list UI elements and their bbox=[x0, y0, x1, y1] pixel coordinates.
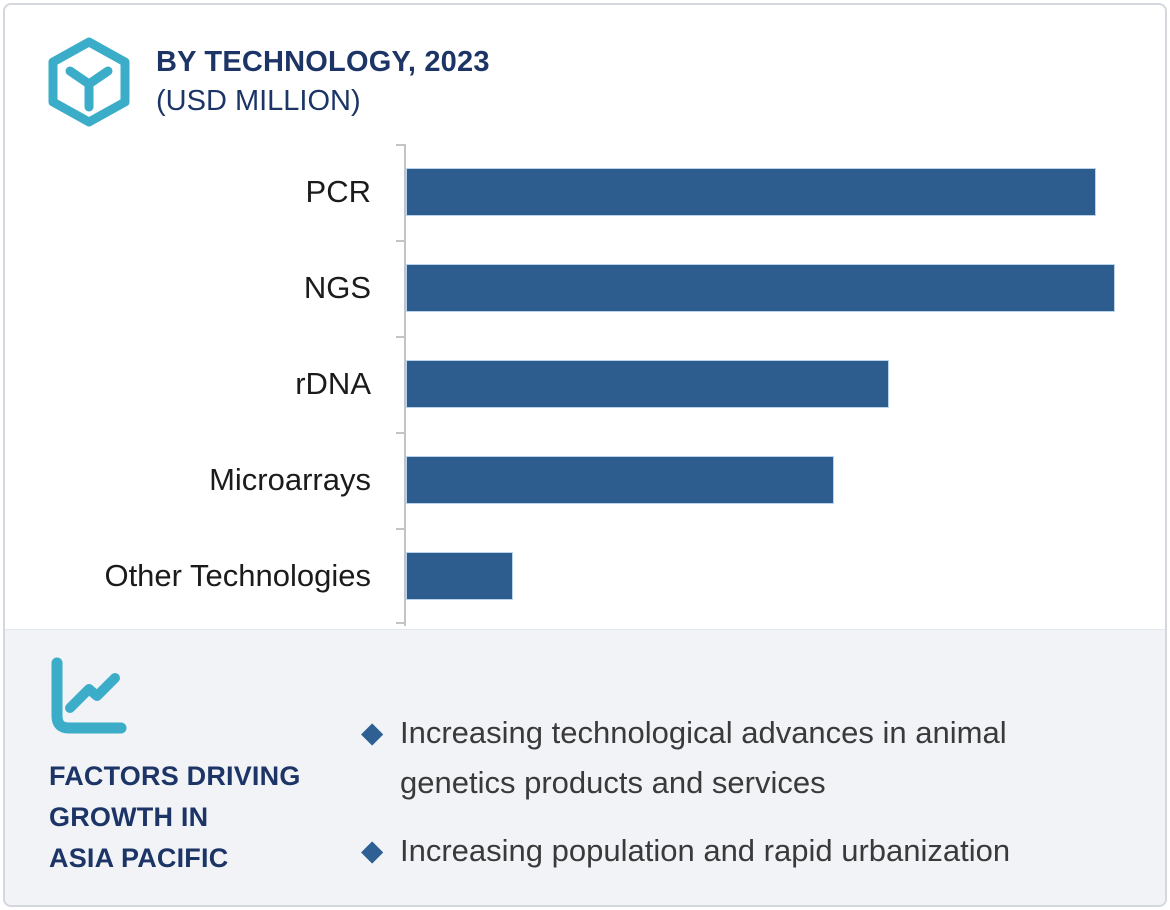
panel-title: FACTORS DRIVING GROWTH IN ASIA PACIFIC bbox=[49, 761, 301, 873]
axis-tick bbox=[396, 622, 405, 624]
axis-tick bbox=[396, 240, 405, 242]
bar-rdna bbox=[406, 360, 889, 408]
axis-tick bbox=[396, 144, 405, 146]
hexagon-cube-icon bbox=[48, 37, 130, 127]
category-label: Other Technologies bbox=[104, 558, 371, 593]
bar-ngs bbox=[406, 264, 1115, 312]
factor-item: ◆ Increasing population and rapid urbaniz… bbox=[361, 826, 1127, 876]
axis-tick bbox=[396, 432, 405, 434]
bar-chart: PCR NGS rDNA Microarrays Other Technologies bbox=[5, 142, 1165, 628]
category-label: PCR bbox=[305, 174, 371, 209]
chart-subtitle: (USD MILLION) bbox=[156, 85, 361, 117]
category-label: Microarrays bbox=[209, 462, 371, 497]
diamond-bullet-icon: ◆ bbox=[361, 835, 384, 867]
axis-tick bbox=[396, 528, 405, 530]
factors-list: ◆ Increasing technological advances in an… bbox=[361, 708, 1127, 894]
chart-row: rDNA bbox=[5, 336, 1165, 432]
axis-tick bbox=[396, 336, 405, 338]
factor-item: ◆ Increasing technological advances in an… bbox=[361, 708, 1127, 808]
chart-row: PCR bbox=[5, 144, 1165, 240]
bar-microarrays bbox=[406, 456, 834, 504]
chart-row: Other Technologies bbox=[5, 528, 1165, 624]
y-axis bbox=[404, 144, 406, 626]
chart-header: BY TECHNOLOGY, 2023 (USD MILLION) bbox=[156, 43, 490, 120]
infographic-page: BY TECHNOLOGY, 2023 (USD MILLION) PCR NGS… bbox=[3, 3, 1167, 907]
factor-text: Increasing technological advances in ani… bbox=[400, 715, 1007, 800]
chart-row: Microarrays bbox=[5, 432, 1165, 528]
bar-other-technologies bbox=[406, 552, 513, 600]
category-label: rDNA bbox=[295, 366, 371, 401]
category-label: NGS bbox=[303, 270, 371, 305]
factors-panel: FACTORS DRIVING GROWTH IN ASIA PACIFIC ◆… bbox=[5, 629, 1165, 905]
chart-row: NGS bbox=[5, 240, 1165, 336]
diamond-bullet-icon: ◆ bbox=[361, 717, 384, 749]
chart-title: BY TECHNOLOGY, 2023 bbox=[156, 46, 490, 78]
line-chart-icon bbox=[51, 657, 127, 734]
factor-text: Increasing population and rapid urbaniza… bbox=[400, 833, 1011, 868]
bar-pcr bbox=[406, 168, 1096, 216]
